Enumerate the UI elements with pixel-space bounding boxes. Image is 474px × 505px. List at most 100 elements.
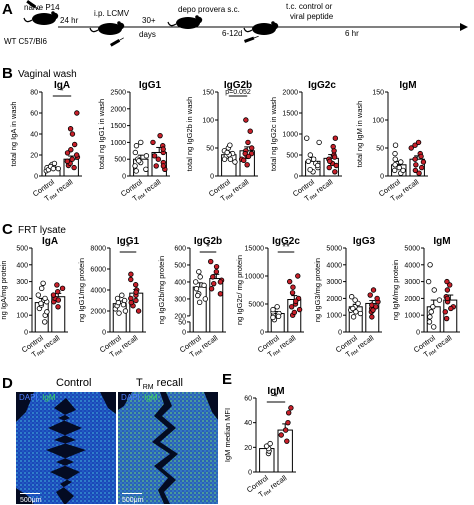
- data-point-control: [270, 306, 276, 313]
- y-axis-label: total ng IgM in wash: [355, 101, 364, 168]
- cat-recall: recall: [40, 333, 62, 352]
- cat-T: T: [257, 489, 266, 499]
- scalebar-control-label: 500μm: [20, 497, 42, 504]
- data-point-control: [392, 150, 398, 157]
- data-point-trm: [71, 164, 77, 171]
- data-point-trm: [68, 147, 74, 153]
- y-tick-label: 3000: [404, 279, 420, 286]
- data-point-control: [40, 280, 46, 286]
- data-point-trm: [326, 164, 332, 171]
- data-point-control: [270, 314, 276, 321]
- cat-recall: recall: [118, 333, 140, 352]
- data-point-trm: [249, 145, 255, 151]
- y-tick-label: 40: [30, 132, 38, 139]
- y-tick-label: 10000: [245, 274, 265, 281]
- data-point-control: [202, 296, 209, 302]
- legend-igm: IgM: [42, 393, 56, 402]
- data-point-trm: [69, 156, 75, 162]
- significance-label: *: [60, 86, 64, 97]
- y-tick-label: 3000: [326, 279, 342, 286]
- y-tick-label: 5000: [248, 302, 264, 309]
- data-point-control: [427, 314, 433, 320]
- mouse-2-icon: [89, 21, 125, 35]
- data-point-trm: [211, 280, 217, 287]
- cat-RM: RM: [137, 192, 147, 201]
- arrow2-label-a: 30+: [142, 16, 156, 25]
- data-point-trm: [296, 306, 303, 313]
- data-point-trm: [74, 110, 80, 116]
- chart-c-igg3: IgG3 0 1000 2000 3000 4000 5000 ng IgG3/mg prot…: [313, 236, 382, 359]
- data-point-control: [50, 165, 57, 172]
- data-point-trm: [157, 132, 163, 139]
- y-tick-label: 200: [174, 313, 186, 320]
- legend-dapi: DAPI,: [19, 393, 40, 402]
- data-point-trm: [288, 405, 294, 411]
- data-point-control: [132, 149, 139, 156]
- cat-recall: recall: [276, 333, 298, 352]
- data-point-trm: [412, 142, 418, 148]
- data-point-trm: [444, 295, 451, 302]
- data-point-trm: [128, 276, 134, 283]
- data-point-trm: [418, 153, 424, 160]
- data-point-trm: [333, 162, 339, 169]
- y-tick-label: 0: [338, 330, 342, 337]
- chart-title: IgM: [267, 386, 284, 397]
- y-tick-label: 0: [248, 470, 252, 477]
- data-point-trm: [413, 162, 419, 168]
- data-point-control: [114, 295, 121, 302]
- y-axis-label: ng IgG2c/ mg protein: [235, 255, 244, 325]
- syringe-4-icon: [244, 35, 259, 43]
- data-point-trm: [128, 299, 134, 306]
- cat-T: T: [131, 193, 140, 203]
- scalebar-trm-label: 500μm: [122, 497, 144, 504]
- y-tick-label: 50: [178, 319, 186, 326]
- y-tick-label: 2000: [90, 309, 106, 316]
- data-point-control: [42, 319, 48, 325]
- y-tick-label: 500: [114, 157, 126, 164]
- y-tick-label: 500: [16, 246, 28, 253]
- cat-RM: RM: [114, 348, 124, 357]
- data-point-trm: [213, 269, 220, 275]
- data-point-control: [195, 292, 201, 299]
- y-tick-label: 150: [372, 90, 384, 97]
- data-point-control: [55, 165, 61, 172]
- step1-top: naive P14: [24, 3, 60, 12]
- y-tick-label: 60: [244, 396, 252, 403]
- data-point-control: [353, 309, 359, 315]
- significance-label: *: [274, 392, 278, 403]
- data-point-trm: [244, 162, 250, 168]
- data-point-trm: [412, 156, 418, 162]
- data-point-trm: [331, 154, 338, 160]
- y-tick-label: 80: [30, 90, 38, 97]
- significance-label: *: [126, 242, 130, 253]
- data-point-trm: [135, 308, 142, 314]
- y-tick-label: 2000: [282, 90, 298, 97]
- cat-recall: recall: [141, 177, 163, 196]
- trm-rest: recall: [153, 377, 183, 389]
- y-tick-label: 8000: [90, 246, 106, 253]
- y-axis-label: IgM median MFI: [223, 408, 232, 462]
- y-tick-label: 1000: [110, 140, 126, 147]
- y-tick-label: 20: [30, 153, 38, 160]
- chart-title: IgG1: [117, 236, 140, 247]
- y-tick-label: 500: [286, 153, 298, 160]
- data-point-trm: [420, 159, 427, 165]
- panel-d-title-trm: TRM recall: [136, 377, 183, 391]
- panel-a: A naive P14 WT C57/Bl6 24 hr: [2, 0, 468, 47]
- y-tick-label: 50: [206, 146, 214, 153]
- data-point-control: [133, 143, 140, 149]
- y-axis-label: ng IgG2b/mg protein: [157, 256, 166, 324]
- data-point-control: [396, 164, 402, 171]
- scalebar-trm: [122, 492, 142, 494]
- data-point-trm: [208, 286, 215, 292]
- data-point-trm: [69, 131, 76, 137]
- data-point-trm: [133, 289, 139, 295]
- significance-label: p=0.052: [225, 89, 251, 96]
- data-point-trm: [415, 139, 422, 146]
- cat-recall: recall: [432, 333, 454, 352]
- data-point-trm: [285, 419, 291, 426]
- data-point-trm: [64, 158, 71, 164]
